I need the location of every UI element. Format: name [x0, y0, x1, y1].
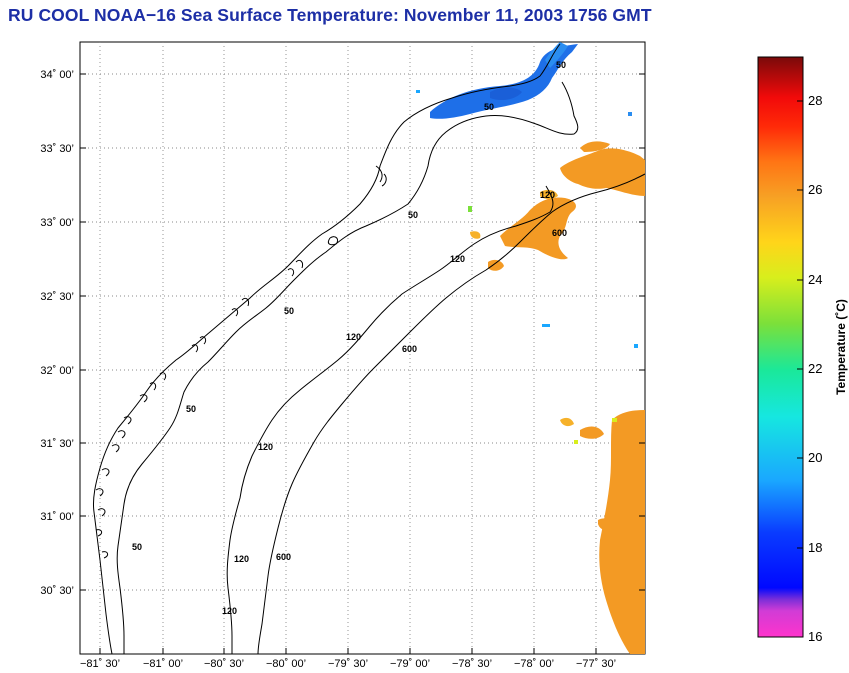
sst-cold-patch: [430, 42, 578, 119]
lon-tick-label: −80˚ 30’: [204, 658, 244, 670]
longitude-ticks: [99, 648, 597, 654]
map-title: RU COOL NOAA−16 Sea Surface Temperature:…: [8, 5, 652, 25]
contour-label: 50: [484, 102, 494, 112]
map-frame: [79, 41, 646, 655]
colorbar-gradient: [758, 57, 803, 637]
sst-warm-patches: [470, 141, 645, 654]
lat-tick-label: 34˚ 00’: [40, 69, 74, 81]
colorbar-tick-label: 26: [808, 182, 822, 197]
colorbar-tick-label: 18: [808, 540, 822, 555]
lon-tick-label: −77˚ 30’: [576, 658, 616, 670]
contour-label: 600: [276, 552, 291, 562]
lat-tick-label: 30˚ 30’: [40, 585, 74, 597]
contour-label: 600: [402, 344, 417, 354]
colorbar-tick-label: 22: [808, 361, 822, 376]
contour-label: 120: [450, 254, 465, 264]
lat-tick-label: 33˚ 00’: [40, 217, 74, 229]
map-panel: 50 50 50 50 50 50 120 120 120 120 120 12…: [40, 41, 646, 670]
colorbar-ticks: [797, 100, 803, 549]
coastline: [93, 43, 561, 654]
contour-label: 50: [408, 210, 418, 220]
isobath-600m: [257, 173, 645, 654]
lon-tick-label: −81˚ 00’: [143, 658, 183, 670]
contour-label: 120: [258, 442, 273, 452]
lon-tick-label: −81˚ 30’: [80, 658, 120, 670]
isobath-120m: [226, 185, 554, 654]
lat-tick-label: 31˚ 30’: [40, 438, 74, 450]
lat-tick-label: 31˚ 00’: [40, 511, 74, 523]
contour-label: 600: [552, 228, 567, 238]
contour-labels: 50 50 50 50 50 50 120 120 120 120 120 12…: [132, 60, 567, 616]
contour-label: 50: [284, 306, 294, 316]
colorbar: 28 26 24 22 20 18 16 Temperature (˚C): [757, 56, 848, 644]
sst-scattered-pixels: [416, 90, 638, 444]
contour-label: 120: [222, 606, 237, 616]
colorbar-title: Temperature (˚C): [834, 299, 848, 395]
lon-tick-label: −79˚ 00’: [390, 658, 430, 670]
colorbar-tick-label: 16: [808, 629, 822, 644]
contour-label: 120: [346, 332, 361, 342]
contour-label: 120: [540, 190, 555, 200]
lon-tick-label: −80˚ 00’: [266, 658, 306, 670]
lat-tick-label: 32˚ 00’: [40, 365, 74, 377]
contour-label: 120: [234, 554, 249, 564]
colorbar-tick-label: 24: [808, 272, 822, 287]
lat-tick-label: 32˚ 30’: [40, 291, 74, 303]
lon-tick-label: −78˚ 30’: [452, 658, 492, 670]
contour-label: 50: [186, 404, 196, 414]
lat-tick-label: 33˚ 30’: [40, 143, 74, 155]
colorbar-tick-label: 28: [808, 93, 822, 108]
colorbar-tick-label: 20: [808, 450, 822, 465]
lon-tick-label: −79˚ 30’: [328, 658, 368, 670]
lon-tick-label: −78˚ 00’: [514, 658, 554, 670]
contour-label: 50: [556, 60, 566, 70]
latitude-ticks: [80, 73, 645, 591]
contour-label: 50: [132, 542, 142, 552]
longitude-labels: −81˚ 30’ −81˚ 00’ −80˚ 30’ −80˚ 00’ −79˚…: [80, 658, 616, 670]
colorbar-frame: [757, 56, 804, 638]
latitude-labels: 34˚ 00’ 33˚ 30’ 33˚ 00’ 32˚ 30’ 32˚ 00’ …: [40, 69, 74, 597]
coastline-detail: [95, 165, 387, 559]
isobath-50m: [116, 81, 579, 654]
